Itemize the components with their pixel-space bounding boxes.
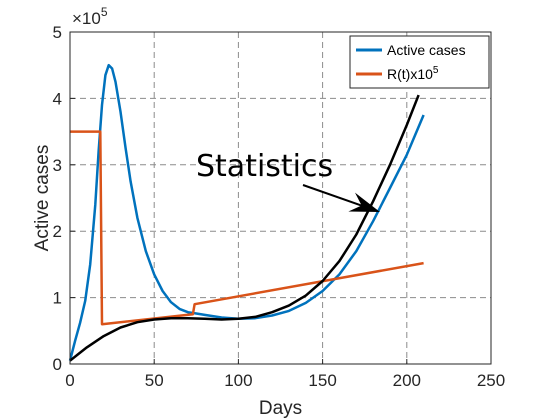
y-tick-label: 0 [53, 355, 62, 374]
legend: Active cases R(t)x105 [349, 35, 490, 89]
y-tick-label: 1 [53, 289, 62, 308]
x-tick-label: 250 [477, 371, 505, 390]
axis-ticks: 0 50 100 150 200 250 0 1 2 3 4 5 [53, 23, 506, 390]
y-multiplier-base: ×10 [72, 9, 101, 28]
legend-entry-rt-base: R(t)x10 [387, 66, 433, 82]
legend-entry-rt-exponent: 5 [433, 65, 439, 76]
y-axis-label: Active cases [32, 145, 53, 252]
plot-frame [69, 31, 492, 365]
x-tick-label: 100 [224, 371, 252, 390]
x-tick-label: 150 [308, 371, 336, 390]
y-tick-label: 4 [53, 89, 62, 108]
x-tick-label: 200 [393, 371, 421, 390]
series-line-0 [68, 63, 425, 362]
annotation: Statistics [196, 149, 380, 212]
annotation-arrow-line [302, 184, 365, 208]
y-tick-label: 2 [53, 222, 62, 241]
axis-labels: Days Active cases ×105 [32, 5, 302, 418]
legend-entry-active-cases: Active cases [387, 42, 466, 58]
series-line-2 [69, 94, 420, 362]
y-tick-label: 5 [53, 23, 62, 42]
y-axis-multiplier: ×105 [72, 5, 108, 28]
y-tick-label: 3 [53, 156, 62, 175]
x-axis-label: Days [259, 398, 302, 418]
annotation-arrow-head [348, 192, 380, 212]
series-lines [68, 63, 425, 362]
x-tick-label: 0 [65, 371, 74, 390]
x-tick-label: 50 [145, 371, 164, 390]
y-multiplier-exponent: 5 [101, 5, 108, 19]
series-line-1 [70, 130, 424, 326]
legend-box [349, 35, 490, 89]
legend-entry-rt: R(t)x105 [387, 65, 439, 82]
annotation-text: Statistics [196, 149, 333, 184]
